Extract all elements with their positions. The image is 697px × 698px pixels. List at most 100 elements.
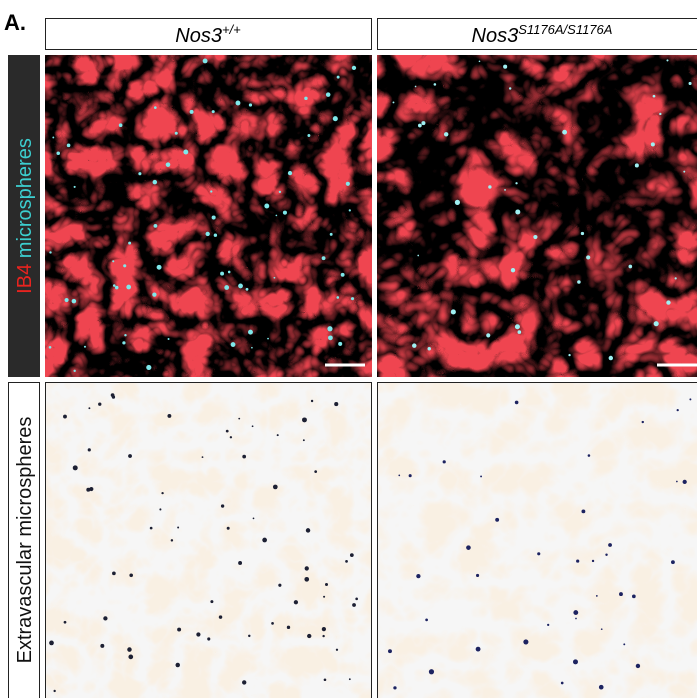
microsphere — [304, 577, 309, 582]
microsphere — [207, 637, 210, 640]
microsphere — [418, 124, 422, 128]
microsphere — [451, 309, 456, 314]
microsphere — [416, 574, 420, 578]
microsphere — [183, 150, 188, 155]
microsphere — [273, 485, 278, 490]
microsphere — [202, 456, 204, 458]
microsphere — [576, 559, 579, 562]
microsphere — [271, 622, 274, 625]
microsphere — [415, 86, 417, 88]
microsphere — [226, 430, 229, 433]
body: A. Nos3+/+ Nos3S1176A/S1176A IB4 microsp… — [0, 0, 697, 698]
microsphere — [568, 354, 570, 356]
microsphere — [619, 592, 623, 596]
microsphere — [515, 182, 517, 184]
microsphere — [177, 628, 181, 632]
microsphere — [393, 686, 396, 689]
microsphere — [49, 641, 54, 646]
gene: Nos3 — [175, 25, 222, 47]
microsphere — [287, 626, 290, 629]
microsphere — [345, 560, 348, 563]
microsphere — [466, 545, 471, 550]
microsphere — [86, 488, 90, 492]
microsphere — [56, 151, 60, 155]
microsphere — [325, 583, 328, 586]
microsphere — [228, 271, 231, 274]
microsphere — [683, 480, 687, 484]
microsphere — [98, 403, 101, 406]
microsphere — [409, 474, 412, 477]
microsphere — [306, 528, 310, 532]
microsphere — [428, 347, 431, 350]
microsphere — [249, 103, 252, 106]
microsphere — [683, 171, 685, 173]
microsphere — [276, 215, 278, 217]
microsphere — [122, 341, 125, 344]
microsphere — [398, 475, 400, 477]
microsphere — [562, 130, 567, 135]
microsphere — [586, 255, 590, 259]
microsphere — [67, 144, 71, 148]
microsphere — [351, 297, 354, 300]
microsphere — [488, 185, 491, 188]
microsphere — [166, 162, 171, 167]
microsphere — [479, 60, 481, 62]
microsphere — [573, 659, 578, 664]
microsphere — [177, 527, 179, 529]
microsphere — [305, 566, 309, 570]
microsphere — [333, 116, 338, 121]
microsphere — [323, 596, 325, 598]
microsphere — [421, 121, 425, 125]
microsphere — [330, 233, 333, 236]
microsphere — [515, 401, 519, 405]
microsphere — [251, 347, 253, 349]
microsphere — [159, 508, 161, 510]
microsphere — [322, 627, 326, 631]
microsphere — [429, 669, 434, 674]
microsphere — [341, 273, 345, 277]
microsphere — [346, 182, 350, 186]
microsphere — [314, 470, 317, 473]
microsphere — [150, 527, 153, 530]
microsphere — [262, 538, 267, 543]
microsphere — [608, 543, 612, 547]
microsphere — [307, 134, 310, 137]
stain-label: IB4 — [14, 264, 36, 294]
microsphere — [53, 690, 55, 692]
microsphere — [127, 647, 132, 652]
microsphere — [278, 584, 281, 587]
microsphere — [138, 172, 141, 175]
microsphere — [154, 106, 157, 109]
microsphere — [171, 539, 173, 541]
microsphere — [599, 685, 604, 690]
microsphere — [73, 370, 75, 372]
microsphere — [515, 324, 520, 329]
microsphere — [303, 439, 305, 441]
microsphere — [352, 66, 356, 70]
microsphere — [689, 398, 691, 400]
microsphere — [547, 624, 549, 626]
microsphere — [212, 216, 216, 220]
microsphere — [434, 83, 437, 86]
microsphere — [509, 87, 511, 89]
microsphere — [111, 393, 115, 397]
microsphere — [632, 594, 636, 598]
microsphere — [248, 635, 250, 637]
microsphere — [210, 600, 213, 603]
microsphere — [167, 414, 171, 418]
microsphere — [338, 342, 342, 346]
microsphere — [388, 649, 392, 653]
microsphere — [302, 417, 307, 422]
microsphere — [212, 110, 215, 113]
microsphere — [592, 560, 594, 562]
microsphere — [190, 110, 194, 114]
microsphere — [146, 365, 151, 370]
page: Figure panel A {"panel_label": "A.", "co… — [0, 0, 697, 698]
microsphere — [537, 552, 540, 555]
microsphere — [65, 298, 69, 302]
microsphere — [322, 635, 324, 637]
microsphere — [113, 284, 116, 287]
microsphere — [336, 296, 339, 299]
microsphere — [49, 251, 51, 253]
microsphere — [252, 425, 254, 427]
